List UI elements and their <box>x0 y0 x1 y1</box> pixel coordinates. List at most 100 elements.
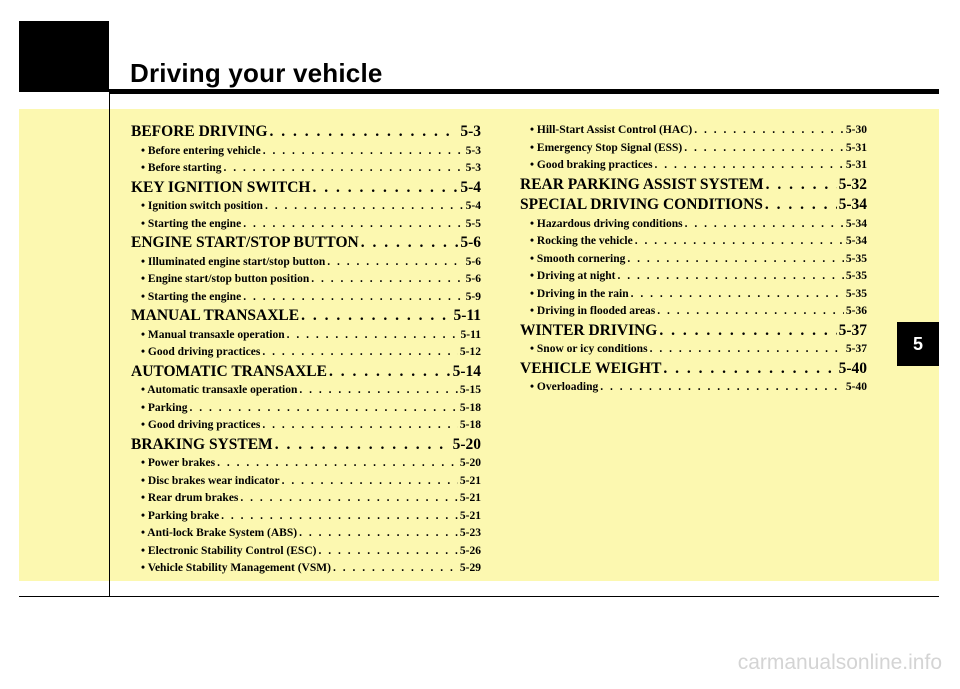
toc-leader-dots <box>223 160 463 178</box>
toc-subentry[interactable]: • Illuminated engine start/stop button 5-… <box>131 254 481 272</box>
toc-page-number: 5-34 <box>838 196 867 213</box>
toc-page-number: 5-3 <box>460 123 481 140</box>
toc-entry-title: • Driving in the rain <box>530 287 629 300</box>
page-title: Driving your vehicle <box>130 58 383 88</box>
toc-leader-dots <box>657 303 844 321</box>
toc-subentry[interactable]: • Anti-lock Brake System (ABS) 5-23 <box>131 525 481 543</box>
toc-entry-title: • Before entering vehicle <box>141 144 261 157</box>
toc-entry-title: • Good driving practices <box>141 346 261 358</box>
toc-entry-title: • Parking brake <box>141 509 220 522</box>
toc-entry-title: AUTOMATIC TRANSAXLE <box>131 362 327 380</box>
toc-page-number: 5-12 <box>459 346 481 358</box>
toc-subentry[interactable]: • Automatic transaxle operation 5-15 <box>131 382 481 400</box>
toc-page-number: 5-35 <box>845 270 867 282</box>
toc-page-number: 5-11 <box>453 307 481 324</box>
toc-subentry[interactable]: • Vehicle Stability Management (VSM) 5-29 <box>131 560 481 578</box>
toc-section-entry[interactable]: ENGINE START/STOP BUTTON 5-6 <box>131 233 481 254</box>
toc-subentry[interactable]: • Hill-Start Assist Control (HAC) 5-30 <box>520 122 867 140</box>
toc-subentry[interactable]: • Starting the engine 5-5 <box>131 216 481 234</box>
toc-section-entry[interactable]: AUTOMATIC TRANSAXLE 5-14 <box>131 362 481 383</box>
title-underline <box>109 89 939 94</box>
toc-subentry[interactable]: • Snow or icy conditions 5-37 <box>520 341 867 359</box>
header-black-block <box>19 21 109 92</box>
toc-page-number: 5-21 <box>459 492 481 504</box>
toc-page-number: 5-20 <box>459 457 481 469</box>
toc-entry-title: • Good driving practices <box>141 419 261 431</box>
toc-page-number: 5-14 <box>452 362 481 380</box>
toc-leader-dots <box>299 382 458 400</box>
toc-subentry[interactable]: • Manual transaxle operation 5-11 <box>131 327 481 345</box>
toc-subentry[interactable]: • Good braking practices 5-31 <box>520 157 867 175</box>
toc-section-entry[interactable]: MANUAL TRANSAXLE 5-11 <box>131 306 481 327</box>
toc-entry-title: • Driving at night <box>530 270 616 282</box>
toc-entry-title: REAR PARKING ASSIST SYSTEM <box>520 175 764 193</box>
toc-section-entry[interactable]: BEFORE DRIVING 5-3 <box>131 122 481 143</box>
toc-leader-dots <box>263 143 464 161</box>
toc-subentry[interactable]: • Good driving practices 5-18 <box>131 417 481 435</box>
toc-entry-title: • Parking <box>141 401 188 414</box>
toc-subentry[interactable]: • Parking 5-18 <box>131 400 481 418</box>
toc-entry-title: • Electronic Stability Control (ESC) <box>141 544 317 557</box>
toc-subentry[interactable]: • Rear drum brakes 5-21 <box>131 490 481 508</box>
toc-section-entry[interactable]: REAR PARKING ASSIST SYSTEM 5-32 <box>520 175 867 196</box>
toc-page-number: 5-18 <box>459 401 481 414</box>
toc-entry-title: ENGINE START/STOP BUTTON <box>131 234 359 251</box>
toc-leader-dots <box>265 198 464 216</box>
toc-page-number: 5-32 <box>838 175 867 193</box>
toc-section-entry[interactable]: KEY IGNITION SWITCH 5-4 <box>131 178 481 199</box>
toc-section-entry[interactable]: WINTER DRIVING 5-37 <box>520 321 867 342</box>
toc-subentry[interactable]: • Disc brakes wear indicator 5-21 <box>131 473 481 491</box>
toc-leader-dots <box>685 216 844 234</box>
toc-subentry[interactable]: • Before entering vehicle 5-3 <box>131 143 481 161</box>
chapter-tab[interactable]: 5 <box>897 322 939 366</box>
toc-section-entry[interactable]: SPECIAL DRIVING CONDITIONS 5-34 <box>520 195 867 216</box>
toc-section-entry[interactable]: VEHICLE WEIGHT 5-40 <box>520 359 867 380</box>
toc-subentry[interactable]: • Driving in flooded areas 5-36 <box>520 303 867 321</box>
toc-leader-dots <box>243 289 463 307</box>
toc-subentry[interactable]: • Hazardous driving conditions 5-34 <box>520 216 867 234</box>
toc-subentry[interactable]: • Good driving practices 5-12 <box>131 344 481 362</box>
toc-page-number: 5-6 <box>465 255 481 268</box>
toc-subentry[interactable]: • Overloading 5-40 <box>520 379 867 397</box>
toc-entry-title: • Vehicle Stability Management (VSM) <box>141 562 331 574</box>
toc-subentry[interactable]: • Electronic Stability Control (ESC) 5-26 <box>131 543 481 561</box>
toc-page-number: 5-26 <box>459 544 481 557</box>
toc-subentry[interactable]: • Before starting 5-3 <box>131 160 481 178</box>
toc-entry-title: • Good braking practices <box>530 159 653 171</box>
toc-entry-title: • Ignition switch position <box>141 200 263 212</box>
toc-page-number: 5-35 <box>845 252 867 265</box>
toc-page-number: 5-9 <box>465 290 481 303</box>
toc-entry-title: KEY IGNITION SWITCH <box>131 178 311 196</box>
toc-leader-dots <box>618 268 844 286</box>
toc-page-number: 5-20 <box>452 435 481 453</box>
toc-entry-title: • Emergency Stop Signal (ESS) <box>530 141 683 154</box>
toc-leader-dots <box>650 341 844 359</box>
toc-subentry[interactable]: • Engine start/stop button position 5-6 <box>131 271 481 289</box>
toc-leader-dots <box>327 254 463 272</box>
toc-leader-dots <box>262 417 458 435</box>
toc-subentry[interactable]: • Smooth cornering 5-35 <box>520 251 867 269</box>
toc-page-number: 5-34 <box>845 235 867 247</box>
toc-subentry[interactable]: • Driving in the rain 5-35 <box>520 286 867 304</box>
toc-leader-dots <box>659 321 836 342</box>
toc-entry-title: • Rocking the vehicle <box>530 235 633 247</box>
toc-subentry[interactable]: • Starting the engine 5-9 <box>131 289 481 307</box>
toc-page-number: 5-31 <box>845 159 867 171</box>
toc-page-number: 5-40 <box>838 359 867 377</box>
toc-entry-title: • Starting the engine <box>141 290 242 303</box>
toc-subentry[interactable]: • Ignition switch position 5-4 <box>131 198 481 216</box>
toc-entry-title: • Manual transaxle operation <box>141 328 285 341</box>
toc-section-entry[interactable]: BRAKING SYSTEM 5-20 <box>131 435 481 456</box>
toc-subentry[interactable]: • Emergency Stop Signal (ESS) 5-31 <box>520 140 867 158</box>
toc-leader-dots <box>217 455 458 473</box>
toc-entry-title: • Before starting <box>141 162 222 174</box>
toc-subentry[interactable]: • Rocking the vehicle 5-34 <box>520 233 867 251</box>
toc-page-number: 5-3 <box>465 144 481 157</box>
toc-leader-dots <box>361 233 459 254</box>
toc-subentry[interactable]: • Parking brake 5-21 <box>131 508 481 526</box>
toc-entry-title: VEHICLE WEIGHT <box>520 359 662 377</box>
margin-divider <box>109 92 110 597</box>
toc-leader-dots <box>663 359 836 380</box>
toc-subentry[interactable]: • Power brakes 5-20 <box>131 455 481 473</box>
toc-subentry[interactable]: • Driving at night 5-35 <box>520 268 867 286</box>
